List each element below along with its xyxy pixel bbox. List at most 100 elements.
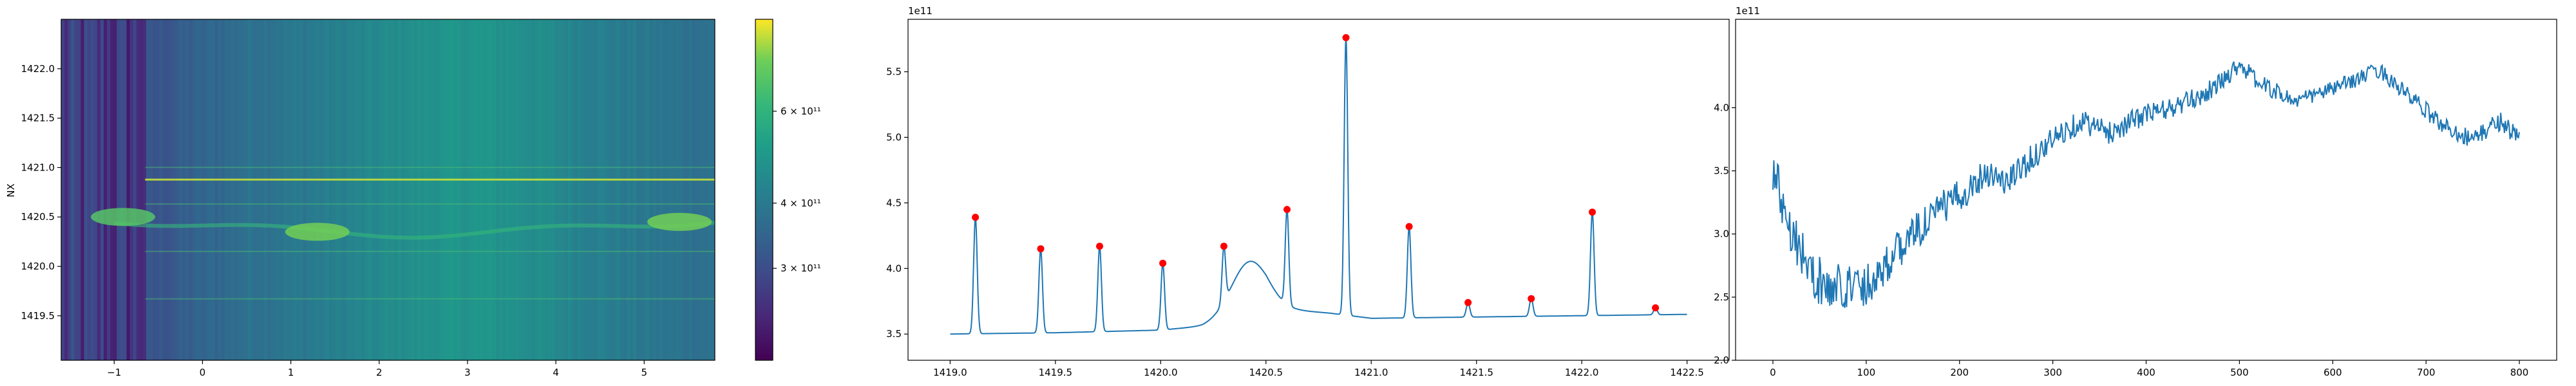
x-tick-label: 2 [376, 367, 383, 378]
heatmap-column [525, 19, 529, 360]
colorbar: 3 × 10¹¹ 4 × 10¹¹ 6 × 10¹¹ [755, 19, 821, 361]
heatmap-column [260, 19, 265, 360]
heatmap-column [594, 19, 598, 360]
heatmap-column [312, 19, 317, 360]
peak-spectrum-panel: 1419.0 1419.5 1420.0 1420.5 1421.0 1421.5 1422… [886, 5, 1730, 378]
colorbar-frame [755, 19, 773, 361]
heatmap-column [542, 19, 545, 360]
heatmap-y-axis: 1419.5 1420.0 1420.5 1421.0 1421.5 1422.0 [21, 63, 61, 322]
peak-marker [1464, 299, 1472, 306]
heatmap-column [489, 19, 493, 360]
heatmap-column [224, 19, 229, 360]
heatmap-ridge [113, 221, 715, 240]
heatmap-column [463, 19, 467, 360]
y-tick-label: 5.5 [886, 66, 902, 78]
heatmap-column [100, 19, 104, 360]
y-tick-label: 1419.5 [21, 310, 55, 322]
heatmap-image [61, 19, 715, 360]
heatmap-column [214, 19, 219, 360]
heatmap-column [424, 19, 428, 360]
y-tick-label: 1422.0 [21, 63, 55, 75]
y-tick-label: 3.5 [1714, 165, 1729, 177]
heatmap-column [280, 19, 284, 360]
heatmap-column [309, 19, 314, 360]
heatmap-bright-row [145, 250, 715, 252]
heatmap-column [123, 19, 128, 360]
heatmap-column [169, 19, 173, 360]
heatmap-column [535, 19, 539, 360]
x-tick-label: 4 [553, 367, 559, 378]
heatmap-column [528, 19, 533, 360]
heatmap-column [558, 19, 562, 360]
heatmap-column [342, 19, 346, 360]
x-tick-label: 1422.0 [1565, 367, 1599, 378]
heatmap-column [68, 19, 71, 360]
heatmap-column [515, 19, 520, 360]
peak-marker [1220, 243, 1227, 250]
heatmap-column [450, 19, 454, 360]
heatmap-column [636, 19, 640, 360]
heatmap-column [538, 19, 542, 360]
heatmap-column [486, 19, 490, 360]
heatmap-column [600, 19, 605, 360]
heatmap-column [473, 19, 477, 360]
heatmap-column [711, 19, 715, 360]
heatmap-column [263, 19, 268, 360]
heatmap-column [254, 19, 258, 360]
heatmap-column [87, 19, 91, 360]
x-tick-label: 1 [288, 367, 294, 378]
heatmap-column [584, 19, 588, 360]
heatmap-column [591, 19, 594, 360]
x-tick-label: 0 [1770, 367, 1776, 378]
heatmap-column [133, 19, 137, 360]
colorbar-ticks: 3 × 10¹¹ 4 × 10¹¹ 6 × 10¹¹ [773, 106, 821, 274]
heatmap-column [74, 19, 78, 360]
heatmap-column [202, 19, 205, 360]
heatmap-column [659, 19, 663, 360]
heatmap-column [270, 19, 274, 360]
colorbar-tick-label: 4 × 10¹¹ [781, 198, 821, 209]
heatmap-column [580, 19, 585, 360]
heatmap-column [238, 19, 242, 360]
heatmap-column [211, 19, 216, 360]
spectrum-frame [907, 19, 1730, 361]
spectrum-y-axis: 3.5 4.0 4.5 5.0 5.5 [886, 66, 908, 340]
heatmap-column [509, 19, 513, 360]
peak-marker [1528, 295, 1535, 302]
heatmap-column [84, 19, 88, 360]
heatmap-column [103, 19, 108, 360]
heatmap-bright-row [145, 167, 715, 169]
heatmap-column [433, 19, 438, 360]
heatmap-column [613, 19, 618, 360]
heatmap-column [205, 19, 209, 360]
x-tick-label: 1419.5 [1039, 367, 1073, 378]
heatmap-column [162, 19, 166, 360]
heatmap-column [476, 19, 480, 360]
peak-marker [1283, 206, 1291, 214]
heatmap-column [407, 19, 412, 360]
heatmap-column [146, 19, 150, 360]
heatmap-column [244, 19, 248, 360]
time-series-line [1772, 61, 2520, 308]
heatmap-column [630, 19, 634, 360]
heatmap-column [64, 19, 68, 360]
heatmap-column [668, 19, 673, 360]
heatmap-column [71, 19, 75, 360]
heatmap-column [603, 19, 608, 360]
heatmap-column [495, 19, 500, 360]
time-series-offset-text: 1e11 [1736, 5, 1760, 17]
y-tick-label: 2.5 [1714, 291, 1729, 303]
heatmap-column [117, 19, 120, 360]
heatmap-column [421, 19, 424, 360]
heatmap-column [129, 19, 134, 360]
x-tick-label: 0 [200, 367, 206, 378]
heatmap-column [293, 19, 297, 360]
heatmap-column [401, 19, 405, 360]
heatmap-column [460, 19, 464, 360]
heatmap-column [623, 19, 627, 360]
peak-markers [972, 34, 1660, 311]
heatmap-column [198, 19, 202, 360]
heatmap-column [417, 19, 421, 360]
heatmap-column [531, 19, 536, 360]
heatmap-column [695, 19, 699, 360]
